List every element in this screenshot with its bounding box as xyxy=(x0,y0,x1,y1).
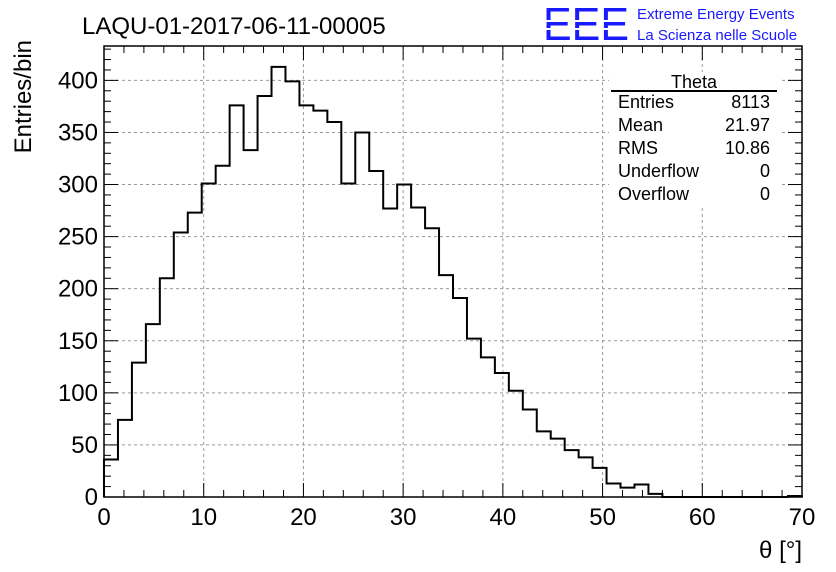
stats-value: 10.86 xyxy=(724,138,770,158)
chart-title: LAQU-01-2017-06-11-00005 xyxy=(82,13,386,40)
y-tick-label: 150 xyxy=(58,328,98,355)
histogram-bin xyxy=(230,105,244,497)
stats-label: Underflow xyxy=(618,161,700,181)
histogram-bin xyxy=(621,488,635,497)
histogram-bin xyxy=(593,468,607,497)
histogram-bars xyxy=(103,65,803,498)
x-tick-label: 40 xyxy=(490,504,517,531)
histogram-bin xyxy=(634,485,648,497)
histogram-bin xyxy=(537,431,551,497)
histogram-bin xyxy=(355,132,369,497)
stats-label: Mean xyxy=(618,115,664,135)
stats-value: 8113 xyxy=(731,92,770,112)
y-tick-label: 100 xyxy=(58,380,98,407)
histogram-bin xyxy=(132,363,146,497)
histogram-bin xyxy=(495,373,509,497)
eee-logo: EEE Extreme Energy Events La Scienza nel… xyxy=(543,0,797,50)
histogram-bin xyxy=(202,183,216,497)
axis-labels: LAQU-01-2017-06-11-00005 θ [°] Entries/b… xyxy=(10,13,802,564)
stats-row-entries: Entries 8113 xyxy=(618,92,770,113)
histogram-bin xyxy=(551,439,565,497)
stats-label: Entries xyxy=(618,92,675,112)
eee-logo-mark: EEE xyxy=(543,0,629,50)
histogram-bin xyxy=(272,67,286,497)
logo-line-1: Extreme Energy Events xyxy=(637,6,795,23)
histogram-bin xyxy=(523,410,537,497)
stats-row-underflow: Underflow 0 xyxy=(618,161,770,182)
histogram-bin xyxy=(369,171,383,497)
x-tick-label: 10 xyxy=(190,504,217,531)
histogram-bin xyxy=(648,494,662,497)
x-tick-label: 30 xyxy=(390,504,417,531)
histogram-bin xyxy=(341,183,355,497)
y-tick-label: 350 xyxy=(58,119,98,146)
histogram-bin xyxy=(299,105,313,497)
y-axis-label: Entries/bin xyxy=(10,40,37,153)
histogram-outline xyxy=(103,65,803,498)
y-tick-label: 300 xyxy=(58,172,98,199)
stats-row-rms: RMS 10.86 xyxy=(618,138,770,159)
x-tick-label: 20 xyxy=(290,504,317,531)
stats-box: Theta xyxy=(609,72,779,206)
histogram-bin xyxy=(313,111,327,497)
histogram-bin xyxy=(425,228,439,497)
stats-value: 0 xyxy=(759,161,770,181)
histogram-bin xyxy=(467,339,481,497)
histogram-bin xyxy=(327,122,341,497)
stats-value: 21.97 xyxy=(724,115,770,135)
stats-value: 0 xyxy=(759,184,770,204)
histogram-bin xyxy=(216,166,230,497)
histogram-bin xyxy=(565,450,579,497)
logo-line-2: La Scienza nelle Scuole xyxy=(637,27,797,44)
histogram-bin xyxy=(607,483,621,497)
histogram-bin xyxy=(258,96,272,497)
histogram-bin xyxy=(285,81,299,497)
histogram-bin xyxy=(397,185,411,497)
histogram-bin xyxy=(104,460,118,497)
histogram-bin xyxy=(160,278,174,497)
histogram-bin xyxy=(453,298,467,497)
histogram-bin xyxy=(481,357,495,497)
y-tick-label: 50 xyxy=(71,432,98,459)
stats-box-background xyxy=(609,72,779,206)
histogram-bin xyxy=(788,496,802,497)
y-tick-label: 0 xyxy=(85,484,98,511)
stats-row-mean: Mean 21.97 xyxy=(618,115,770,136)
histogram-bin xyxy=(174,232,188,497)
histogram-bin xyxy=(118,420,132,497)
stats-row-overflow: Overflow 0 xyxy=(618,184,770,205)
histogram-bin xyxy=(146,324,160,497)
stats-label: RMS xyxy=(618,138,658,158)
x-axis-label: θ [°] xyxy=(759,537,802,564)
histogram-bin xyxy=(579,457,593,497)
histogram-bin xyxy=(244,150,258,497)
x-tick-label: 70 xyxy=(789,504,816,531)
axes: 0 10 20 30 40 50 60 70 0 50 100 150 200 250 300 350 400 xyxy=(58,45,816,531)
histogram-bin xyxy=(509,391,523,497)
y-tick-label: 200 xyxy=(58,276,98,303)
y-tick-label: 250 xyxy=(58,224,98,251)
x-tick-label: 60 xyxy=(689,504,716,531)
x-tick-label: 0 xyxy=(97,504,110,531)
histogram-bin xyxy=(188,213,202,497)
eee-logo-stripe xyxy=(543,20,629,22)
stats-title: Theta xyxy=(671,72,718,92)
histogram-bin xyxy=(383,208,397,497)
histogram-bin xyxy=(411,207,425,497)
x-tick-label: 50 xyxy=(589,504,616,531)
y-tick-label: 400 xyxy=(58,67,98,94)
stats-label: Overflow xyxy=(618,184,690,204)
histogram-bin xyxy=(439,275,453,497)
eee-logo-stripe xyxy=(543,28,629,30)
plot-frame xyxy=(103,45,803,498)
